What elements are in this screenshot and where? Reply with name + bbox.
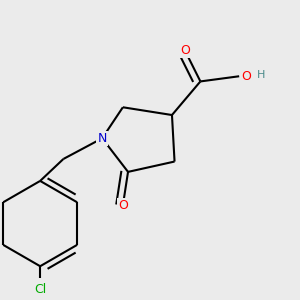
Text: Cl: Cl: [34, 283, 46, 296]
Text: O: O: [118, 199, 128, 212]
Text: O: O: [241, 70, 251, 83]
Text: N: N: [98, 132, 107, 145]
Text: O: O: [180, 44, 190, 57]
Text: H: H: [257, 70, 265, 80]
